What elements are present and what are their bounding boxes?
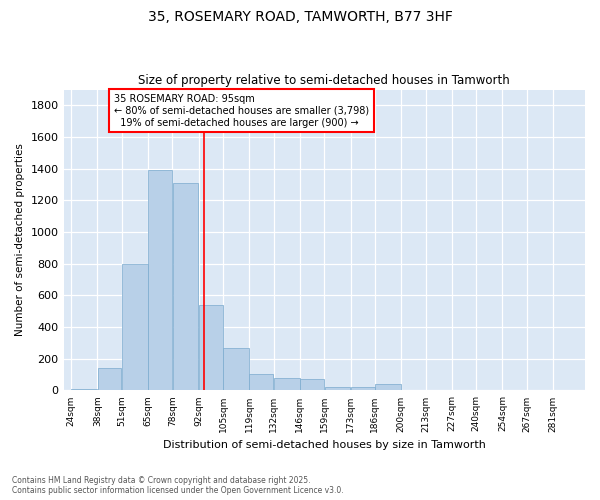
- Bar: [300, 378, 324, 390]
- Bar: [122, 264, 148, 390]
- Bar: [199, 305, 223, 390]
- Bar: [173, 183, 199, 390]
- X-axis label: Distribution of semi-detached houses by size in Tamworth: Distribution of semi-detached houses by …: [163, 440, 486, 450]
- Bar: [148, 170, 172, 390]
- Bar: [250, 374, 274, 390]
- Bar: [375, 384, 401, 390]
- Text: 35 ROSEMARY ROAD: 95sqm
← 80% of semi-detached houses are smaller (3,798)
  19% : 35 ROSEMARY ROAD: 95sqm ← 80% of semi-de…: [114, 94, 370, 128]
- Text: Contains HM Land Registry data © Crown copyright and database right 2025.
Contai: Contains HM Land Registry data © Crown c…: [12, 476, 344, 495]
- Bar: [351, 387, 374, 390]
- Text: 35, ROSEMARY ROAD, TAMWORTH, B77 3HF: 35, ROSEMARY ROAD, TAMWORTH, B77 3HF: [148, 10, 452, 24]
- Bar: [274, 378, 299, 390]
- Bar: [223, 348, 249, 391]
- Y-axis label: Number of semi-detached properties: Number of semi-detached properties: [15, 144, 25, 336]
- Title: Size of property relative to semi-detached houses in Tamworth: Size of property relative to semi-detach…: [139, 74, 510, 87]
- Bar: [325, 387, 350, 390]
- Bar: [98, 368, 121, 390]
- Bar: [71, 389, 97, 390]
